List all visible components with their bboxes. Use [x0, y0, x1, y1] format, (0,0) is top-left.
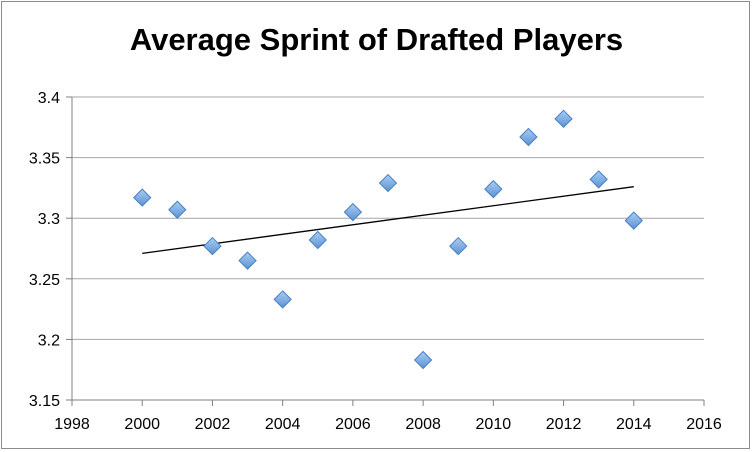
data-point [273, 290, 292, 309]
data-point [378, 173, 398, 193]
data-point [589, 170, 608, 189]
data-point [484, 179, 503, 199]
trendline [142, 186, 634, 254]
x-tick-label: 2016 [686, 416, 722, 433]
x-tick-label: 2004 [265, 416, 301, 433]
data-point [343, 202, 363, 222]
data-point [168, 200, 187, 219]
data-point [554, 109, 573, 129]
data-point [413, 350, 433, 370]
data-point [624, 211, 643, 230]
x-tick-label: 2010 [476, 416, 512, 433]
y-tick-label: 3.25 [29, 272, 60, 289]
data-point [519, 127, 538, 147]
x-tick-label: 2012 [546, 416, 582, 433]
y-tick-label: 3.15 [29, 393, 60, 410]
x-tick-label: 2008 [405, 416, 441, 433]
x-tick-label: 2000 [124, 416, 160, 433]
data-point [449, 236, 468, 256]
y-tick-label: 3.2 [38, 332, 60, 349]
x-tick-label: 2002 [195, 416, 231, 433]
chart-title: Average Sprint of Drafted Players [129, 22, 624, 57]
x-tick-label: 1998 [54, 416, 90, 433]
data-point [203, 236, 222, 256]
data-point [133, 188, 152, 207]
x-tick-label: 2006 [335, 416, 371, 433]
y-tick-label: 3.4 [38, 90, 60, 107]
data-point [238, 251, 257, 270]
x-tick-label: 2014 [616, 416, 652, 433]
y-tick-label: 3.35 [29, 151, 60, 168]
data-point [308, 230, 327, 250]
y-tick-label: 3.3 [38, 211, 60, 228]
